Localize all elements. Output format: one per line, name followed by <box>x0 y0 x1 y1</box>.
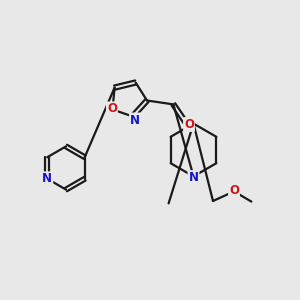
Text: O: O <box>107 102 117 116</box>
Text: N: N <box>130 113 140 127</box>
Text: N: N <box>42 172 52 185</box>
Text: O: O <box>184 118 194 131</box>
Text: N: N <box>188 171 199 184</box>
Text: O: O <box>229 184 239 197</box>
